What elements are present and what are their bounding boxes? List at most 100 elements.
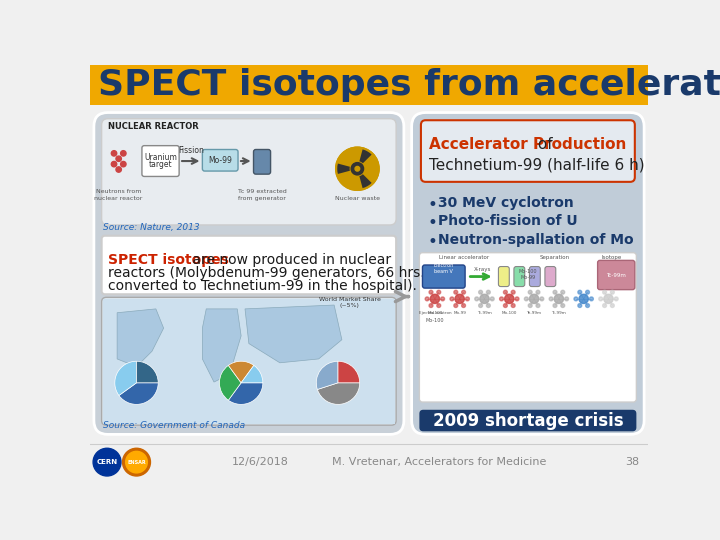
FancyBboxPatch shape bbox=[202, 150, 238, 171]
FancyBboxPatch shape bbox=[545, 267, 556, 287]
Wedge shape bbox=[228, 361, 254, 383]
Circle shape bbox=[524, 297, 528, 301]
Circle shape bbox=[479, 303, 482, 307]
Circle shape bbox=[462, 303, 466, 307]
FancyBboxPatch shape bbox=[421, 120, 635, 182]
Circle shape bbox=[112, 161, 117, 167]
Circle shape bbox=[351, 163, 364, 175]
Bar bbox=[90, 65, 648, 105]
Circle shape bbox=[93, 448, 121, 476]
FancyBboxPatch shape bbox=[529, 267, 540, 287]
Circle shape bbox=[511, 303, 515, 307]
Text: Mo-99: Mo-99 bbox=[208, 156, 232, 165]
Circle shape bbox=[487, 291, 490, 294]
Text: Mo-100: Mo-100 bbox=[427, 311, 443, 315]
Circle shape bbox=[505, 294, 514, 303]
Circle shape bbox=[437, 291, 441, 294]
Circle shape bbox=[112, 151, 117, 156]
Circle shape bbox=[466, 297, 469, 301]
Wedge shape bbox=[359, 174, 372, 188]
Circle shape bbox=[536, 291, 540, 294]
Text: reactors (Molybdenum-99 generators, 66 hrs.,: reactors (Molybdenum-99 generators, 66 h… bbox=[108, 266, 429, 280]
FancyBboxPatch shape bbox=[598, 260, 635, 289]
Text: SPECT isotopes from accelerators: SPECT isotopes from accelerators bbox=[98, 68, 720, 102]
Wedge shape bbox=[119, 383, 158, 404]
Circle shape bbox=[528, 291, 532, 294]
Circle shape bbox=[585, 303, 590, 307]
Circle shape bbox=[490, 297, 494, 301]
FancyBboxPatch shape bbox=[102, 119, 396, 225]
Circle shape bbox=[614, 297, 618, 301]
Text: Tc-99m: Tc-99m bbox=[552, 311, 567, 315]
Circle shape bbox=[540, 297, 544, 301]
FancyBboxPatch shape bbox=[94, 112, 404, 434]
Circle shape bbox=[553, 303, 557, 307]
Circle shape bbox=[585, 291, 590, 294]
Circle shape bbox=[121, 161, 126, 167]
Circle shape bbox=[564, 297, 569, 301]
Text: SPECT isotopes: SPECT isotopes bbox=[108, 253, 229, 267]
Circle shape bbox=[336, 147, 379, 190]
Circle shape bbox=[503, 303, 508, 307]
Text: Separation: Separation bbox=[539, 255, 570, 260]
Circle shape bbox=[561, 291, 564, 294]
Circle shape bbox=[487, 303, 490, 307]
Text: X-rays: X-rays bbox=[474, 267, 491, 272]
Circle shape bbox=[429, 303, 433, 307]
Text: Te-99m: Te-99m bbox=[526, 311, 541, 315]
FancyBboxPatch shape bbox=[419, 410, 636, 431]
Circle shape bbox=[500, 297, 503, 301]
FancyArrowPatch shape bbox=[395, 292, 408, 301]
Circle shape bbox=[611, 291, 614, 294]
Wedge shape bbox=[241, 366, 263, 383]
Text: Neutron-spallation of Mo: Neutron-spallation of Mo bbox=[438, 233, 634, 247]
Text: Fission: Fission bbox=[178, 146, 204, 156]
Circle shape bbox=[479, 291, 482, 294]
Text: 12/6/2018: 12/6/2018 bbox=[232, 457, 289, 467]
Text: NUCLEAR REACTOR: NUCLEAR REACTOR bbox=[108, 122, 199, 131]
Circle shape bbox=[480, 294, 489, 303]
Wedge shape bbox=[220, 366, 241, 400]
Text: Accelerator Production: Accelerator Production bbox=[428, 137, 626, 152]
Text: Tc-99m: Tc-99m bbox=[477, 311, 492, 315]
Text: Source: Nature, 2013: Source: Nature, 2013 bbox=[103, 222, 200, 232]
Text: Neutrons from
nuclear reactor: Neutrons from nuclear reactor bbox=[94, 189, 143, 200]
Text: Tc-99m: Tc-99m bbox=[606, 273, 626, 278]
FancyBboxPatch shape bbox=[102, 236, 396, 294]
Circle shape bbox=[450, 297, 454, 301]
Circle shape bbox=[578, 291, 582, 294]
FancyBboxPatch shape bbox=[142, 146, 179, 177]
Circle shape bbox=[429, 291, 433, 294]
Circle shape bbox=[574, 297, 578, 301]
Circle shape bbox=[579, 294, 588, 303]
Circle shape bbox=[336, 147, 379, 190]
FancyBboxPatch shape bbox=[423, 265, 465, 288]
FancyBboxPatch shape bbox=[498, 267, 509, 287]
Circle shape bbox=[126, 451, 148, 473]
Circle shape bbox=[116, 156, 122, 161]
Circle shape bbox=[604, 294, 613, 303]
Circle shape bbox=[353, 164, 362, 173]
Text: 30 MeV cyclotron: 30 MeV cyclotron bbox=[438, 195, 574, 210]
Circle shape bbox=[454, 303, 458, 307]
Circle shape bbox=[474, 297, 479, 301]
Wedge shape bbox=[337, 164, 350, 174]
Circle shape bbox=[355, 166, 360, 171]
Circle shape bbox=[511, 291, 515, 294]
Text: Linear accelerator: Linear accelerator bbox=[438, 255, 489, 260]
Polygon shape bbox=[117, 309, 163, 367]
Text: Mo-99: Mo-99 bbox=[453, 311, 466, 315]
Circle shape bbox=[549, 297, 553, 301]
Circle shape bbox=[121, 151, 126, 156]
Circle shape bbox=[599, 297, 603, 301]
Text: Nuclear waste: Nuclear waste bbox=[335, 195, 380, 200]
FancyBboxPatch shape bbox=[253, 150, 271, 174]
Circle shape bbox=[536, 303, 540, 307]
Text: •: • bbox=[427, 233, 437, 251]
Circle shape bbox=[554, 294, 564, 303]
Text: World Market Share
(~5%): World Market Share (~5%) bbox=[319, 297, 381, 308]
Text: 38: 38 bbox=[626, 457, 639, 467]
Wedge shape bbox=[316, 361, 338, 389]
Circle shape bbox=[454, 291, 458, 294]
Text: CERN: CERN bbox=[96, 459, 117, 465]
